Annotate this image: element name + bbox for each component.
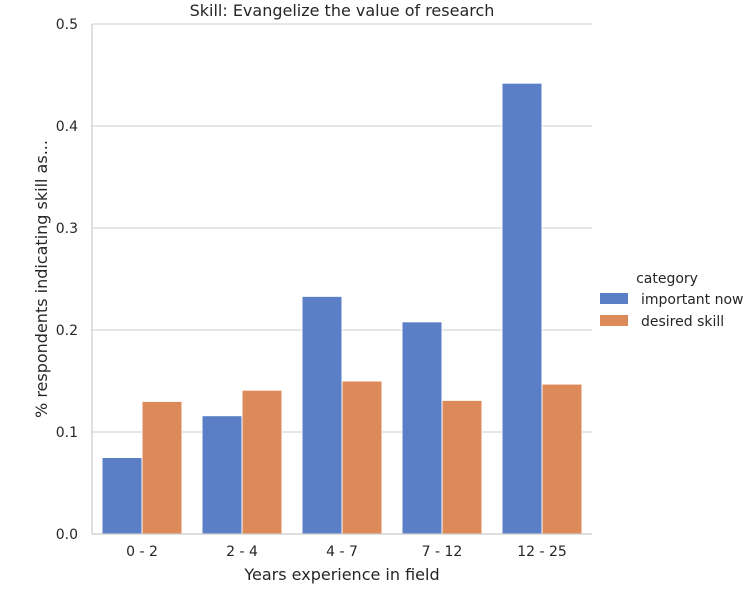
bars [101, 82, 583, 535]
tick-labels: 0.0 0.1 0.2 0.3 0.4 0.5 0 - 2 2 - 4 4 - 7 7 - 12 1… [56, 17, 567, 560]
legend-title: category [636, 271, 698, 287]
legend-label: desired skill [641, 314, 724, 330]
y-tick-label: 0.5 [56, 17, 78, 33]
bar-important-now-3 [401, 321, 443, 535]
y-axis-title: % respondents indicating skill as... [32, 140, 51, 418]
bar-desired-skill-3 [441, 399, 483, 535]
x-tick-label: 4 - 7 [326, 544, 358, 560]
x-tick-label: 12 - 25 [517, 544, 567, 560]
y-tick-label: 0.4 [56, 119, 78, 135]
y-tick-label: 0.2 [56, 323, 78, 339]
legend-label: important now [641, 292, 744, 308]
bar-important-now-1 [201, 415, 243, 535]
bar-desired-skill-0 [141, 400, 183, 535]
bar-important-now-2 [301, 295, 343, 535]
y-tick-label: 0.0 [56, 527, 78, 543]
bar-desired-skill-4 [541, 383, 583, 535]
x-tick-label: 2 - 4 [226, 544, 258, 560]
axes [91, 24, 592, 535]
bar-important-now-4 [501, 82, 543, 535]
x-axis-title: Years experience in field [243, 565, 439, 584]
legend: category important now desired skill [600, 271, 744, 330]
x-tick-label: 0 - 2 [126, 544, 158, 560]
legend-swatch [600, 315, 628, 326]
x-tick-label: 7 - 12 [422, 544, 463, 560]
y-tick-label: 0.3 [56, 221, 78, 237]
y-tick-label: 0.1 [56, 425, 78, 441]
chart-title: Skill: Evangelize the value of research [190, 1, 495, 20]
bar-desired-skill-1 [241, 389, 283, 535]
bar-desired-skill-2 [341, 380, 383, 535]
legend-swatch [600, 293, 628, 304]
bar-important-now-0 [101, 457, 143, 535]
